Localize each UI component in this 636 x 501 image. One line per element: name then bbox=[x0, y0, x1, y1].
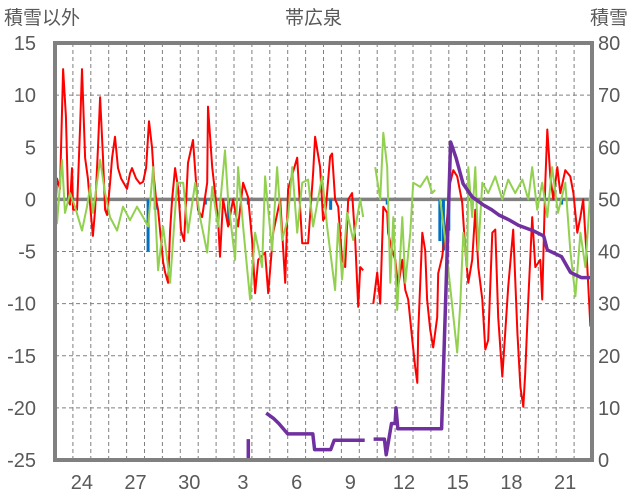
bar-blue bbox=[329, 199, 333, 210]
plot-border bbox=[53, 41, 594, 462]
y-right-tick-label: 40 bbox=[598, 242, 620, 264]
x-tick-label: 6 bbox=[291, 472, 302, 494]
y-left-tick-label: -15 bbox=[7, 346, 36, 368]
x-tick-label: 9 bbox=[345, 472, 356, 494]
y-right-tick-label: 0 bbox=[598, 450, 609, 472]
x-tick-label: 21 bbox=[554, 472, 576, 494]
bar-blue bbox=[438, 199, 442, 242]
x-tick-label: 30 bbox=[178, 472, 200, 494]
x-tick-label: 24 bbox=[71, 472, 93, 494]
y-right-tick-label: 10 bbox=[598, 398, 620, 420]
x-tick-label: 27 bbox=[124, 472, 146, 494]
right-axis-title: 積雪 bbox=[590, 7, 629, 29]
x-tick-label: 18 bbox=[500, 472, 522, 494]
y-left-tick-label: 0 bbox=[25, 189, 36, 211]
bar-blue bbox=[203, 199, 207, 205]
y-left-tick-label: -25 bbox=[7, 450, 36, 472]
y-left-tick-label: 5 bbox=[25, 137, 36, 159]
y-right-tick-label: 20 bbox=[598, 346, 620, 368]
y-left-tick-label: 15 bbox=[14, 33, 36, 55]
x-tick-label: 3 bbox=[237, 472, 248, 494]
y-left-tick-label: -20 bbox=[7, 398, 36, 420]
series-line-green bbox=[54, 131, 593, 354]
chart-title: 帯広泉 bbox=[285, 7, 343, 29]
x-tick-label: 15 bbox=[447, 472, 469, 494]
left-axis-title: 積雪以外 bbox=[4, 7, 81, 29]
x-tick-label: 12 bbox=[393, 472, 415, 494]
y-right-tick-label: 70 bbox=[598, 85, 620, 107]
y-right-tick-label: 60 bbox=[598, 137, 620, 159]
y-left-tick-label: -10 bbox=[7, 294, 36, 316]
y-right-tick-label: 80 bbox=[598, 33, 620, 55]
y-left-tick-label: -5 bbox=[18, 242, 36, 264]
y-right-tick-label: 50 bbox=[598, 189, 620, 211]
y-left-tick-label: 10 bbox=[14, 85, 36, 107]
y-right-tick-label: 30 bbox=[598, 294, 620, 316]
